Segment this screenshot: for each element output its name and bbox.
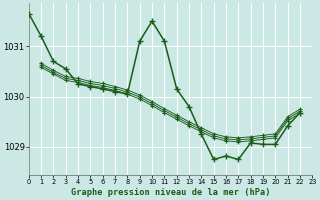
X-axis label: Graphe pression niveau de la mer (hPa): Graphe pression niveau de la mer (hPa)	[71, 188, 270, 197]
